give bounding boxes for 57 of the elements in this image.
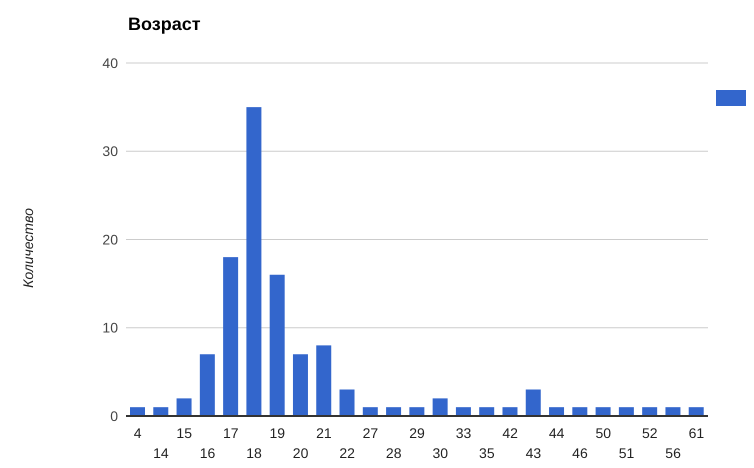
bar <box>456 407 471 416</box>
x-tick-label: 29 <box>409 425 425 441</box>
x-tick-label: 18 <box>246 445 262 461</box>
bar <box>270 274 285 416</box>
bar <box>572 407 588 416</box>
y-tick-label: 40 <box>102 54 118 71</box>
bar <box>526 390 541 416</box>
x-tick-label: 46 <box>572 445 588 461</box>
bar <box>618 407 634 416</box>
x-tick-label: 14 <box>153 445 169 461</box>
bar <box>549 407 564 416</box>
x-tick-label: 19 <box>270 425 286 441</box>
bar <box>153 407 168 416</box>
x-tick-label: 15 <box>176 425 192 441</box>
x-tick-label: 22 <box>339 445 356 461</box>
x-tick-label: 17 <box>222 425 239 441</box>
x-tick-label: 42 <box>502 425 518 441</box>
x-tick-label: 51 <box>618 445 635 461</box>
x-tick-label: 56 <box>665 445 682 461</box>
bar <box>665 407 680 416</box>
bar <box>502 407 518 416</box>
bar <box>292 354 308 416</box>
x-tick-label: 43 <box>526 445 542 461</box>
bar <box>223 257 238 416</box>
x-tick-label: 28 <box>386 445 402 461</box>
bar <box>386 407 402 416</box>
bar <box>316 345 332 416</box>
bar <box>200 354 215 416</box>
bar <box>642 407 658 416</box>
x-tick-label: 4 <box>134 425 142 441</box>
bar <box>479 407 494 416</box>
y-tick-label: 0 <box>110 408 118 424</box>
x-tick-label: 44 <box>548 425 565 441</box>
bar <box>246 107 262 416</box>
x-tick-label: 35 <box>479 445 495 461</box>
y-tick-label: 30 <box>102 143 118 160</box>
bar <box>688 407 704 416</box>
y-axis-title: Количество <box>20 208 36 288</box>
bar <box>340 390 355 416</box>
x-tick-label: 52 <box>642 425 658 441</box>
x-tick-label: 21 <box>316 425 332 441</box>
bar <box>362 407 378 416</box>
bar <box>176 398 192 416</box>
x-tick-label: 61 <box>688 425 704 441</box>
x-tick-label: 30 <box>432 445 448 461</box>
bar <box>130 407 145 416</box>
x-tick-label: 33 <box>456 425 472 441</box>
x-tick-label: 20 <box>292 445 309 461</box>
y-tick-label: 10 <box>102 320 118 336</box>
x-tick-label: 27 <box>362 425 378 441</box>
bar <box>596 407 611 416</box>
x-tick-label: 16 <box>200 445 216 461</box>
x-tick-label: 50 <box>595 425 612 441</box>
chart-title: Возраст <box>128 14 201 35</box>
y-tick-label: 20 <box>102 231 118 248</box>
bar <box>432 398 448 416</box>
bar <box>409 407 424 416</box>
